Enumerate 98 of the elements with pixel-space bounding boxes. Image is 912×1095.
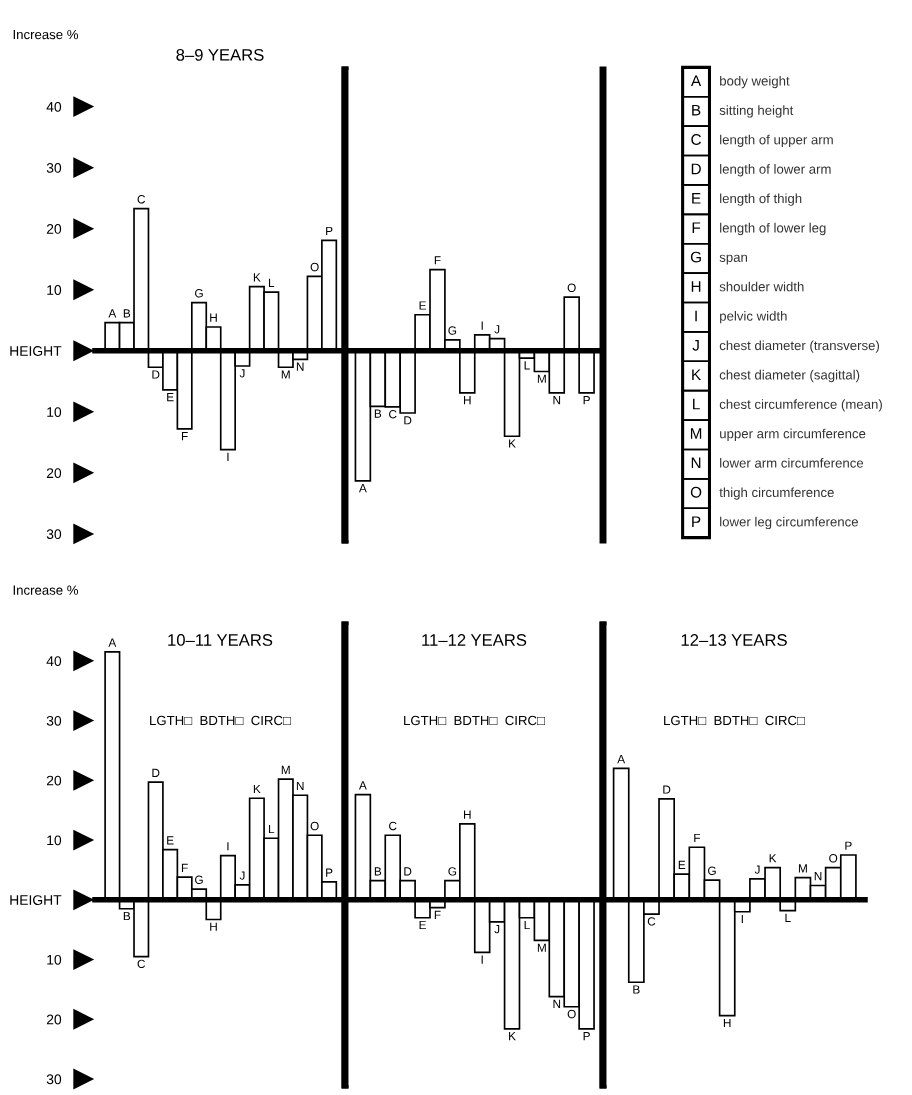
category-label: F (692, 222, 701, 233)
x-tick-label: F (181, 863, 188, 872)
x-tick-label: B (123, 309, 131, 318)
x-tick-label: P (845, 841, 852, 850)
x-tick-label: M (798, 864, 807, 873)
text: lower arm circumference (720, 458, 864, 468)
y-tick-label: 10 (47, 407, 62, 417)
x-tick-label: C (647, 917, 656, 926)
category-label: O (690, 486, 702, 498)
chart-title: 12–13 YEARS (681, 634, 787, 646)
x-tick-label: A (108, 309, 117, 318)
y-tick-label: 30 (46, 163, 62, 173)
category-label: D (691, 163, 701, 175)
x-tick-label: D (404, 867, 412, 876)
chart-title: 11–12 YEARS (422, 634, 527, 646)
x-tick-label: L (524, 920, 530, 930)
x-tick-label: G (708, 866, 716, 875)
x-tick-label: A (358, 781, 367, 790)
y-tick-label: HEIGHT (10, 895, 62, 905)
x-tick-label: J (494, 925, 500, 934)
text: length of upper arm (720, 134, 833, 147)
category-label: P (692, 516, 701, 527)
x-tick-label: G (448, 326, 457, 335)
x-tick-label: E (678, 860, 686, 869)
x-tick-label: G (448, 867, 457, 876)
text: chest diameter (sagittal) (719, 369, 860, 383)
y-tick-label: 10 (47, 954, 62, 965)
category-label: E (692, 193, 701, 204)
x-tick-label: B (374, 867, 382, 876)
x-tick-label: J (239, 871, 245, 880)
chart-title: 8–9 YEARS (176, 48, 264, 61)
x-tick-label: D (663, 785, 671, 794)
category-label: N (691, 457, 701, 469)
x-tick-label: P (326, 868, 333, 877)
x-tick-label: N (296, 781, 304, 791)
y-tick-label: HEIGHT (10, 346, 62, 356)
y-tick-label: 40 (46, 656, 62, 667)
category-label: A (691, 75, 702, 86)
x-tick-label: I (481, 321, 483, 330)
y-tick-label: 30 (46, 529, 62, 540)
y-tick-label: 30 (46, 1074, 62, 1085)
text: length of thigh (720, 193, 802, 206)
y-tick-label: 30 (46, 715, 62, 726)
text: length of lower arm (720, 164, 831, 177)
x-tick-label: G (195, 875, 203, 884)
y-axis-title: Increase % (13, 585, 79, 595)
text: chest circumference (mean) (719, 399, 882, 412)
category-label: C (691, 134, 701, 145)
category-label: M (690, 428, 702, 439)
x-tick-label: H (210, 313, 217, 322)
x-tick-label: B (123, 911, 131, 921)
x-tick-label: K (253, 784, 261, 794)
x-tick-label: M (537, 374, 546, 383)
text: span (719, 254, 747, 265)
x-tick-label: H (463, 396, 471, 405)
y-tick-label: 20 (46, 775, 62, 786)
y-tick-label: 20 (46, 224, 62, 234)
text: shoulder width (719, 281, 804, 292)
x-tick-label: D (152, 370, 160, 379)
text: body weight (720, 75, 790, 89)
x-tick-label: L (268, 824, 275, 834)
text: chest diameter (transverse) (719, 340, 880, 353)
x-tick-label: L (268, 278, 275, 287)
text: length of lower leg (720, 222, 826, 236)
x-tick-label: E (167, 393, 174, 402)
x-tick-label: C (389, 821, 397, 831)
category-label: G (690, 251, 701, 263)
x-tick-label: L (785, 913, 791, 922)
x-tick-label: J (239, 369, 245, 378)
annotation: LGTH□ BDTH□ CIRC□ (664, 715, 805, 726)
x-tick-label: E (419, 920, 426, 930)
y-tick-label: 40 (46, 101, 62, 112)
text: lower leg circumference (720, 516, 858, 530)
annotation: LGTH□ BDTH□ CIRC□ (150, 715, 291, 726)
x-tick-label: H (210, 922, 217, 931)
y-tick-label: 20 (46, 1014, 62, 1025)
x-tick-label: M (281, 370, 290, 379)
x-tick-label: F (434, 910, 441, 919)
y-axis-title: Increase % (13, 29, 79, 40)
x-tick-label: P (583, 396, 590, 405)
x-tick-label: I (741, 914, 743, 924)
x-tick-label: J (754, 865, 760, 874)
y-tick-label: 10 (47, 835, 62, 846)
chart-title: 10–11 YEARS (168, 634, 273, 646)
x-tick-label: N (814, 872, 822, 881)
category-label: J (692, 340, 699, 351)
x-tick-label: E (167, 836, 174, 845)
x-tick-label: O (310, 821, 319, 831)
category-label: B (692, 104, 701, 116)
x-tick-label: J (494, 325, 500, 334)
y-tick-label: 20 (46, 468, 62, 479)
y-tick-label: 10 (47, 285, 62, 295)
text: pelvic width (720, 311, 787, 324)
text: upper arm circumference (720, 428, 866, 441)
text: thigh circumference (719, 487, 834, 500)
annotation: LGTH□ BDTH□ CIRC□ (404, 715, 545, 726)
text: sitting height (719, 105, 794, 118)
x-tick-label: N (553, 396, 561, 405)
